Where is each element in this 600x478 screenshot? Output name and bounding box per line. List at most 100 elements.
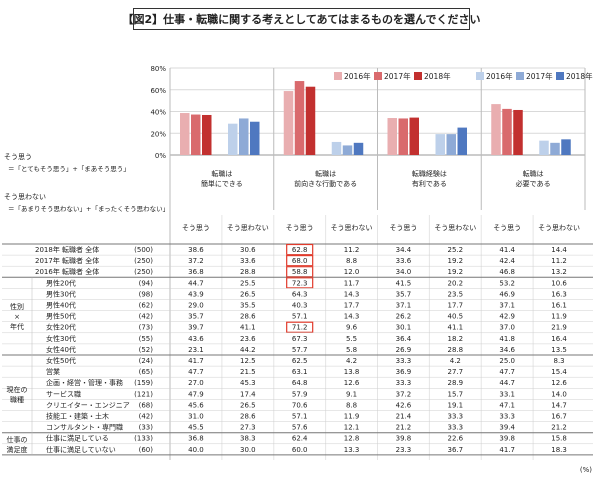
cell-value: 21.4 <box>396 413 412 421</box>
cell-value: 62.4 <box>292 435 308 443</box>
group-label: 必要である <box>516 179 551 188</box>
column-header: そう思わない <box>434 224 476 232</box>
column-header: そう思う <box>389 224 417 232</box>
bar-sou <box>387 118 397 155</box>
cell-value: 35.7 <box>188 313 204 321</box>
row-label: 企画・経営・管理・事務 <box>46 378 123 387</box>
row-label: 仕事に満足している <box>46 434 109 443</box>
category-label: 年代 <box>10 322 24 331</box>
cell-value: 16.4 <box>551 335 567 343</box>
cell-value: 42.4 <box>499 257 515 265</box>
cell-value: 14.4 <box>551 246 567 254</box>
highlight-box <box>286 243 314 256</box>
group-label: 有利である <box>412 179 447 188</box>
highlight-box <box>286 277 314 289</box>
category-label: 現在の <box>7 385 28 394</box>
note-notsou-title: そう思わない <box>4 193 46 201</box>
legend-swatch <box>556 72 564 80</box>
cell-value: 4.2 <box>346 357 357 365</box>
y-tick-label: 80% <box>150 65 166 73</box>
cell-value: 15.4 <box>551 368 567 376</box>
cell-value: 19.1 <box>448 401 464 409</box>
column-header: そう思う <box>493 224 521 232</box>
bar-notsou <box>250 121 260 155</box>
cell-value: 39.7 <box>188 324 204 332</box>
bar-sou <box>491 104 501 155</box>
bar-sou <box>305 86 316 155</box>
group-label: 転職は <box>315 169 336 178</box>
cell-value: 43.6 <box>188 335 204 343</box>
cell-value: 39.8 <box>396 435 412 443</box>
cell-value: 13.2 <box>551 268 567 276</box>
cell-value: 42.6 <box>396 401 412 409</box>
column-header: そう思う <box>182 224 210 232</box>
cell-value: 25.5 <box>240 279 256 287</box>
row-label: 女性50代 <box>46 356 76 365</box>
cell-value: 62.8 <box>292 246 308 254</box>
cell-value: 44.7 <box>188 279 204 287</box>
cell-value: 28.6 <box>240 313 256 321</box>
row-n: (42) <box>139 413 154 421</box>
bar-notsou <box>353 142 364 155</box>
cell-value: 4.2 <box>450 357 461 365</box>
cell-value: 60.0 <box>292 446 308 454</box>
cell-value: 57.9 <box>292 390 308 398</box>
bar-sou <box>409 117 419 155</box>
category-label: 性別 <box>10 302 24 311</box>
cell-value: 13.5 <box>551 346 567 354</box>
bar-notsou <box>331 141 342 155</box>
unit-label: (%) <box>580 466 592 474</box>
y-tick-label: 60% <box>150 87 166 95</box>
highlight-box <box>286 321 314 333</box>
bar-notsou <box>342 145 353 155</box>
bar-notsou <box>539 140 549 155</box>
cell-value: 21.9 <box>551 324 567 332</box>
category-label: 仕事の <box>7 435 28 444</box>
row-label: 仕事に満足していない <box>46 445 116 454</box>
cell-value: 8.3 <box>553 357 564 365</box>
figure-title: 【図2】仕事・転職に関する考えとしてあてはまるものを選んでください <box>123 8 481 30</box>
category-label: 職種 <box>10 395 24 404</box>
cell-value: 58.8 <box>292 268 308 276</box>
cell-value: 39.4 <box>499 424 515 432</box>
cell-value: 27.3 <box>240 424 256 432</box>
cell-value: 11.2 <box>551 257 567 265</box>
legend-label: 2018年 <box>566 71 593 81</box>
cell-value: 5.5 <box>346 335 357 343</box>
cell-value: 11.7 <box>344 279 360 287</box>
cell-value: 47.1 <box>499 401 515 409</box>
bar-notsou <box>457 127 467 155</box>
bar-notsou <box>228 123 238 155</box>
cell-value: 28.9 <box>448 379 464 387</box>
group-label: 前向きな行動である <box>294 179 357 188</box>
cell-value: 17.7 <box>448 302 464 310</box>
cell-value: 36.7 <box>448 446 464 454</box>
cell-value: 25.0 <box>499 357 515 365</box>
cell-value: 44.7 <box>499 379 515 387</box>
cell-value: 67.3 <box>292 335 308 343</box>
cell-value: 30.0 <box>240 446 256 454</box>
cell-value: 12.6 <box>344 379 360 387</box>
cell-value: 26.2 <box>396 313 412 321</box>
bar-sou <box>502 108 512 155</box>
row-n: (121) <box>134 390 153 398</box>
cell-value: 64.8 <box>292 379 308 387</box>
cell-value: 27.7 <box>448 368 464 376</box>
cell-value: 72.3 <box>292 279 308 287</box>
cell-value: 15.7 <box>448 390 464 398</box>
cell-value: 5.8 <box>346 346 357 354</box>
bar-notsou <box>550 142 560 155</box>
category-label: × <box>14 313 20 321</box>
cell-value: 10.6 <box>551 279 567 287</box>
row-n: (98) <box>139 290 154 298</box>
cell-value: 23.3 <box>396 446 412 454</box>
column-header: そう思う <box>286 224 314 232</box>
cell-value: 35.7 <box>396 290 412 298</box>
cell-value: 37.2 <box>188 257 204 265</box>
cell-value: 21.2 <box>396 424 412 432</box>
category-label: 満足度 <box>7 445 28 454</box>
cell-value: 30.6 <box>240 246 256 254</box>
cell-value: 45.3 <box>240 379 256 387</box>
cell-value: 39.8 <box>499 435 515 443</box>
